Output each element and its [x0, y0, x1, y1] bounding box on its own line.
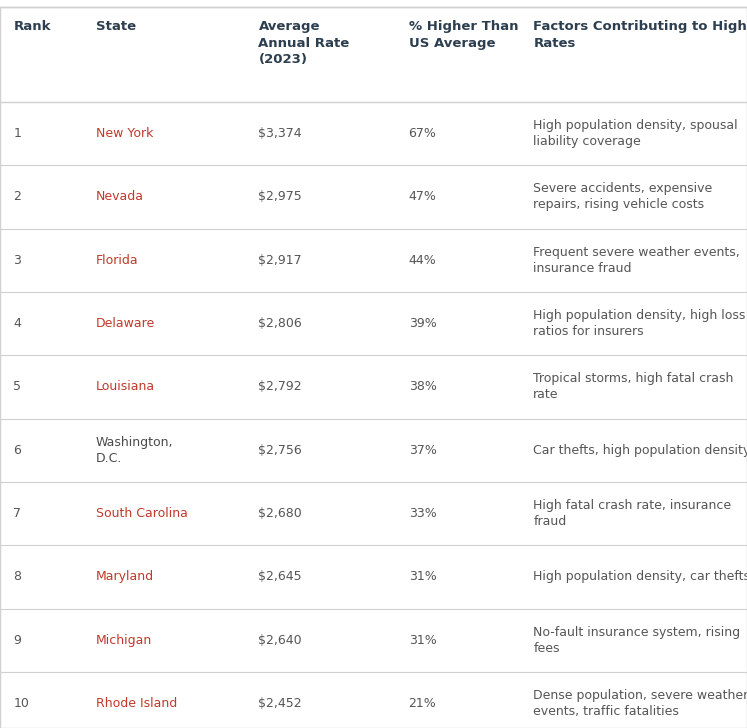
- Text: No-fault insurance system, rising
fees: No-fault insurance system, rising fees: [533, 626, 740, 654]
- Text: $2,792: $2,792: [258, 381, 302, 393]
- Text: Frequent severe weather events,
insurance fraud: Frequent severe weather events, insuranc…: [533, 246, 740, 274]
- Text: Severe accidents, expensive
repairs, rising vehicle costs: Severe accidents, expensive repairs, ris…: [533, 183, 713, 211]
- Text: 21%: 21%: [409, 697, 436, 710]
- Text: $2,640: $2,640: [258, 634, 302, 646]
- Text: Dense population, severe weather
events, traffic fatalities: Dense population, severe weather events,…: [533, 689, 747, 718]
- Text: Rhode Island: Rhode Island: [96, 697, 177, 710]
- Text: 1: 1: [13, 127, 22, 140]
- Text: $2,645: $2,645: [258, 571, 302, 583]
- Text: $2,917: $2,917: [258, 254, 302, 266]
- Text: 3: 3: [13, 254, 22, 266]
- Text: Delaware: Delaware: [96, 317, 155, 330]
- Text: Rank: Rank: [13, 20, 51, 33]
- Text: State: State: [96, 20, 136, 33]
- Bar: [0, 292, 747, 355]
- Text: $2,975: $2,975: [258, 191, 303, 203]
- Bar: [0, 672, 747, 728]
- Text: Average
Annual Rate
(2023): Average Annual Rate (2023): [258, 20, 350, 66]
- Text: 2: 2: [13, 191, 22, 203]
- Bar: [0, 165, 747, 229]
- Text: 67%: 67%: [409, 127, 436, 140]
- Text: $2,452: $2,452: [258, 697, 302, 710]
- Text: 8: 8: [13, 571, 22, 583]
- Text: 10: 10: [13, 697, 29, 710]
- Text: Nevada: Nevada: [96, 191, 143, 203]
- Text: Car thefts, high population density: Car thefts, high population density: [533, 444, 747, 456]
- Text: $2,680: $2,680: [258, 507, 303, 520]
- Bar: [0, 229, 747, 292]
- Text: 9: 9: [13, 634, 22, 646]
- Bar: [0, 482, 747, 545]
- Text: South Carolina: South Carolina: [96, 507, 187, 520]
- Text: Washington,
D.C.: Washington, D.C.: [96, 436, 173, 464]
- Bar: [0, 545, 747, 609]
- Bar: [0, 7, 747, 102]
- Text: 44%: 44%: [409, 254, 436, 266]
- Text: 5: 5: [13, 381, 22, 393]
- Bar: [0, 355, 747, 419]
- Bar: [0, 609, 747, 672]
- Text: High fatal crash rate, insurance
fraud: High fatal crash rate, insurance fraud: [533, 499, 731, 528]
- Text: % Higher Than
US Average: % Higher Than US Average: [409, 20, 518, 50]
- Text: High population density, high loss
ratios for insurers: High population density, high loss ratio…: [533, 309, 746, 338]
- Text: Factors Contributing to High
Rates: Factors Contributing to High Rates: [533, 20, 747, 50]
- Text: 4: 4: [13, 317, 22, 330]
- Text: Michigan: Michigan: [96, 634, 152, 646]
- Text: 31%: 31%: [409, 634, 436, 646]
- Text: 37%: 37%: [409, 444, 436, 456]
- Text: 7: 7: [13, 507, 22, 520]
- Text: 47%: 47%: [409, 191, 436, 203]
- Text: New York: New York: [96, 127, 153, 140]
- Bar: [0, 419, 747, 482]
- Text: 33%: 33%: [409, 507, 436, 520]
- Text: $2,756: $2,756: [258, 444, 303, 456]
- Text: 39%: 39%: [409, 317, 436, 330]
- Text: Louisiana: Louisiana: [96, 381, 155, 393]
- Text: $2,806: $2,806: [258, 317, 303, 330]
- Bar: [0, 102, 747, 165]
- Text: High population density, spousal
liability coverage: High population density, spousal liabili…: [533, 119, 738, 148]
- Text: High population density, car thefts: High population density, car thefts: [533, 571, 747, 583]
- Text: Maryland: Maryland: [96, 571, 154, 583]
- Text: Florida: Florida: [96, 254, 138, 266]
- Text: 31%: 31%: [409, 571, 436, 583]
- Text: 6: 6: [13, 444, 22, 456]
- Text: $3,374: $3,374: [258, 127, 302, 140]
- Text: 38%: 38%: [409, 381, 436, 393]
- Text: Tropical storms, high fatal crash
rate: Tropical storms, high fatal crash rate: [533, 373, 734, 401]
